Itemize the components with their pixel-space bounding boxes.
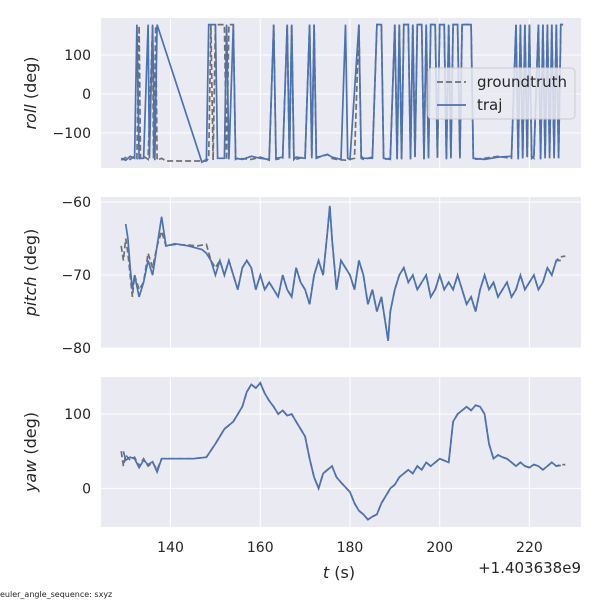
y-tick-label: −80 (61, 341, 91, 357)
y-axis-label: roll (deg) (21, 57, 40, 130)
axes-background (101, 197, 581, 348)
y-tick-label: 100 (64, 48, 91, 64)
y-tick-label: −70 (61, 268, 91, 284)
y-tick-label: −60 (61, 195, 91, 211)
y-tick-label: −100 (53, 126, 91, 142)
x-offset-label: +1.403638e9 (478, 559, 581, 577)
footnote: euler_angle_sequence: sxyz (0, 590, 112, 599)
y-axis-label: yaw (deg) (21, 412, 40, 493)
series-line-traj (122, 381, 561, 521)
series-line-traj (124, 205, 561, 341)
x-tick-label: 200 (426, 540, 453, 556)
y-tick-label: 100 (64, 407, 91, 423)
x-tick-label: 180 (337, 540, 364, 556)
x-tick-label: 220 (516, 540, 543, 556)
axes-background (101, 377, 581, 527)
legend-frame (427, 67, 576, 120)
y-tick-label: 0 (82, 87, 91, 103)
legend: groundtruth traj (427, 67, 576, 120)
legend-label-groundtruth: groundtruth (477, 73, 567, 91)
y-tick-label: 0 (82, 481, 91, 497)
subplot-pitch: −60 −70 −80 pitch (deg) (21, 195, 581, 357)
x-axis-label: t (s) (323, 563, 355, 582)
x-tick-label: 160 (247, 540, 274, 556)
legend-label-traj: traj (477, 96, 502, 114)
y-axis-label: pitch (deg) (21, 229, 40, 318)
x-tick-label: 140 (157, 540, 184, 556)
subplot-yaw: 100 0 yaw (deg) (21, 377, 581, 527)
